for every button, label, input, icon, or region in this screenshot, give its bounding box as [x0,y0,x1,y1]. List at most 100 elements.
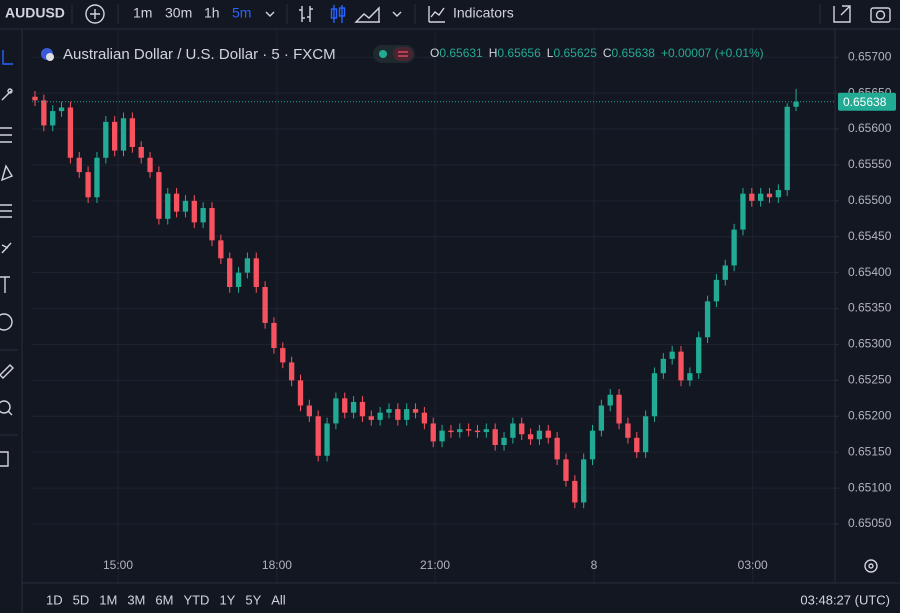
interval[interactable]: 1h [204,5,220,21]
clock: 03:48:27 (UTC) [800,592,890,607]
candle-body [306,405,312,417]
x-tick-label: 8 [591,558,598,572]
symbol[interactable]: AUDUSD [5,5,65,21]
candle-body [350,401,357,413]
candle-body [634,437,640,453]
candle-body [94,157,100,198]
candles [32,88,835,509]
candle-body [474,430,481,433]
candle-body [696,337,702,374]
range-button[interactable]: 5D [73,592,90,607]
y-tick-label: 0.65350 [848,301,892,315]
compare-button[interactable] [85,4,105,24]
market-status[interactable] [373,45,415,63]
x-tick-label: 03:00 [738,558,768,572]
candle-body [465,429,472,431]
candle-body [607,394,613,406]
ohlc-value: 0.65638 [612,46,656,60]
interval[interactable]: 1m [133,5,152,21]
candle-body [377,412,383,420]
ohlc-key: L [547,46,554,60]
candle-body [731,229,737,266]
snapshot-button[interactable] [870,7,891,23]
range-button[interactable]: 1Y [219,592,235,607]
area-style-button[interactable] [354,6,380,23]
candle-body [519,423,525,435]
range-button[interactable]: 6M [155,592,173,607]
candle-body [457,429,463,433]
y-tick-label: 0.65150 [848,444,892,458]
price-label: 0.65638 [843,95,887,109]
candle-body [209,208,215,241]
candle-body [120,118,127,151]
candle-body [448,430,454,433]
interval-active[interactable]: 5m [232,5,251,21]
candle-body [165,193,171,219]
grid-layer [32,30,835,583]
ohlc-key: C [603,46,612,60]
range-button[interactable]: 1M [99,592,117,607]
settings-button[interactable] [864,559,878,573]
candle-body [749,193,755,201]
candle-body [430,423,436,442]
candle-body [793,101,799,107]
range-button[interactable]: 1D [46,592,63,607]
fullscreen-button[interactable] [833,5,851,23]
candle-body [50,111,56,126]
candle-body [527,434,534,440]
range-button[interactable]: 3M [127,592,145,607]
candle-body [563,459,569,481]
candle-body [775,190,782,198]
y-tick-label: 0.65100 [848,480,892,494]
bars-style-button[interactable] [299,6,313,22]
x-tick-label: 18:00 [262,558,292,572]
drawing-tools[interactable] [0,50,14,467]
legend-title: Australian Dollar / U.S. Dollar · 5 · FX… [63,46,336,63]
range-button[interactable]: YTD [183,592,209,607]
candle-body [492,429,498,445]
candle-body [200,208,206,223]
candle-body [669,351,675,359]
price-label-box [838,92,896,111]
candle-body [395,409,401,420]
candle-body [713,279,720,302]
candle-body [147,157,153,173]
candles-style-button[interactable] [330,5,346,23]
candle-body [404,409,410,420]
symbol-icon [41,48,54,61]
candle-body [58,107,65,112]
y-tick-label: 0.65200 [848,408,892,422]
interval[interactable]: 30m [165,5,192,21]
candle-body [218,240,224,259]
candle-body [687,373,693,381]
candle-body [722,265,728,280]
y-tick-label: 0.65500 [848,193,892,207]
candle-body [536,430,543,440]
candle-body [386,409,392,413]
candle-body [554,437,560,460]
y-tick-label: 0.65050 [848,516,892,530]
y-tick-label: 0.65250 [848,373,892,387]
indicators-button[interactable]: Indicators [453,5,514,21]
indicators-icon[interactable] [428,6,445,23]
candle-body [625,423,631,438]
candle-body [784,106,790,191]
candle-body [368,416,374,420]
candle-body [589,430,596,460]
candle-body [758,193,764,201]
candle-body [129,118,136,147]
candle-body [111,121,118,151]
candle-body [253,258,259,288]
candle-body [138,146,144,158]
style-menu[interactable] [392,11,402,17]
candle-body [642,416,649,453]
interval-menu[interactable] [265,11,275,17]
ohlc-value: 0.65656 [497,46,541,60]
candle-body [598,405,605,431]
candle-body [483,429,489,433]
range-button[interactable]: All [271,592,286,607]
candle-body [67,107,74,158]
range-button[interactable]: 5Y [245,592,261,607]
ohlc-change: +0.00007 (+0.01%) [661,46,764,60]
